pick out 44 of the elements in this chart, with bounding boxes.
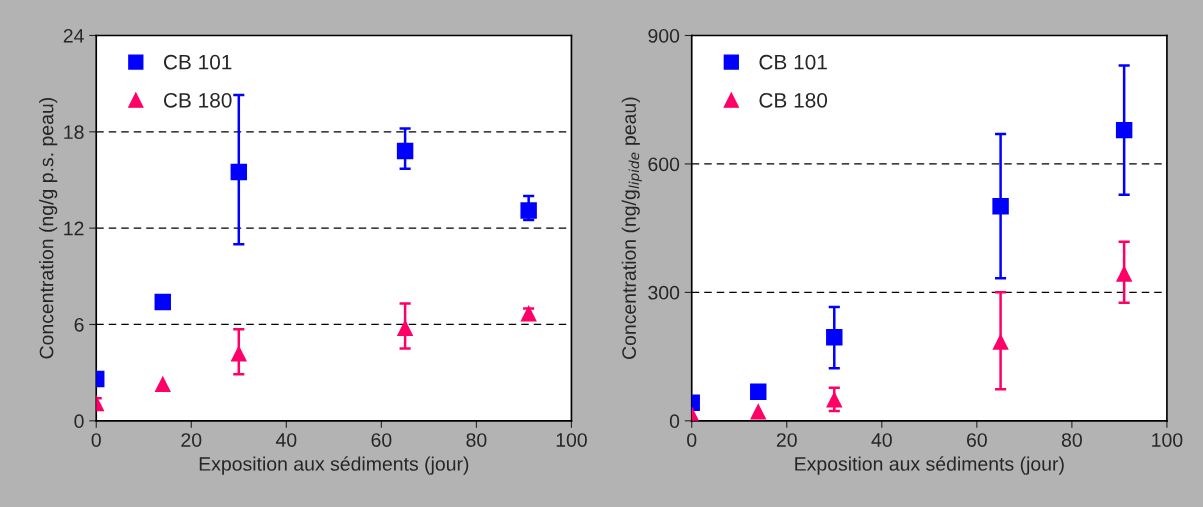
point <box>230 163 248 181</box>
legend-label: CB 101 <box>759 54 827 70</box>
x-tick-label: 40 <box>275 433 297 447</box>
x-tick-label: 60 <box>967 433 987 447</box>
x-axis-title: Exposition aux sédiments (jour) <box>795 456 1064 475</box>
x-tick-label: 20 <box>181 433 202 447</box>
point <box>1115 265 1133 282</box>
y-tick-label: 300 <box>648 285 680 300</box>
point <box>396 319 414 336</box>
point <box>826 391 843 408</box>
x-tick-label: 20 <box>776 433 797 447</box>
point <box>520 202 537 219</box>
x-tick-label: 100 <box>556 433 587 447</box>
legend-label: CB 180 <box>163 92 232 108</box>
point <box>396 142 414 160</box>
y-tick-label: 24 <box>63 28 84 43</box>
y-tick-label: 12 <box>64 221 84 236</box>
point <box>750 383 767 400</box>
point <box>1115 121 1133 139</box>
x-axis-title: Exposition aux sédiments (jour) <box>199 456 469 475</box>
point <box>230 345 248 362</box>
y-tick-label: 18 <box>64 125 84 140</box>
legend-label: CB 101 <box>163 54 232 70</box>
y-tick-label: 6 <box>74 317 84 332</box>
y-tick-label: 0 <box>669 414 680 429</box>
y-axis-title: Concentration (ng/g$_{lipide}$ peau) <box>621 97 642 359</box>
y-tick-label: 900 <box>648 28 680 43</box>
x-tick-label: 40 <box>871 433 892 447</box>
y-tick-label: 0 <box>74 414 84 429</box>
point <box>154 293 171 311</box>
x-tick-label: 80 <box>1061 433 1082 447</box>
x-tick-label: 60 <box>371 433 392 447</box>
point <box>826 329 843 346</box>
x-tick-label: 0 <box>687 433 697 447</box>
point <box>992 333 1009 350</box>
point <box>750 403 767 420</box>
legend-label: CB 180 <box>759 92 828 108</box>
y-axis-title: Concentration (ng/g p.s. peau) <box>39 98 58 359</box>
x-tick-label: 80 <box>466 433 487 447</box>
y-tick-label: 600 <box>648 157 680 172</box>
point <box>992 198 1009 215</box>
x-tick-label: 0 <box>91 433 101 447</box>
point <box>154 375 171 393</box>
x-tick-label: 100 <box>1152 433 1183 447</box>
